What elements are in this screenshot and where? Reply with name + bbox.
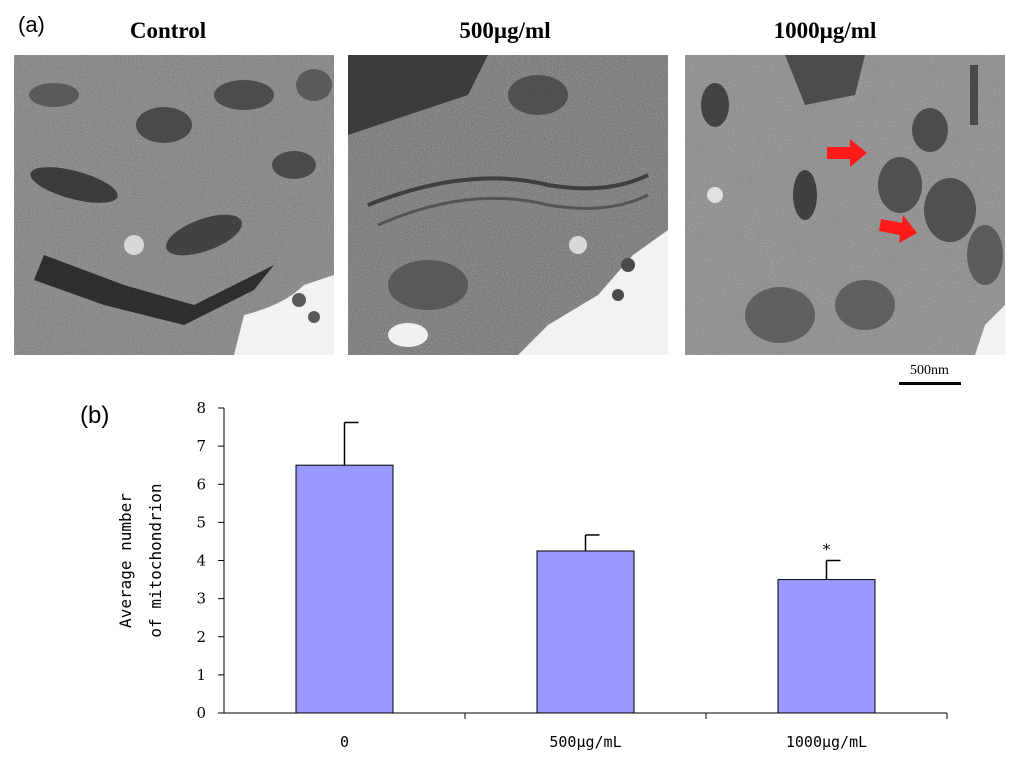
y-tick-label: 6 [196,475,206,493]
y-tick-label: 3 [196,590,206,608]
y-axis-title: Average number of mitochondrion [116,483,165,637]
image-title-500: 500µg/ml [459,18,551,43]
image-title-1000: 1000µg/ml [773,18,877,43]
arrow-icon-upper [827,139,867,167]
x-tick-label-2: 1000μg/mL [786,733,867,751]
scale-bar-label: 500nm [910,363,949,378]
y-tick-label: 1 [196,666,206,684]
arrow-icon-lower [879,215,917,243]
bar-chart: Average number of mitochondrion 0 1 2 3 4 5 6 7 8… [116,399,948,751]
chart-labels: 0 1 2 3 4 5 6 7 8 0 500μg/mL * 1000μg/mL [196,399,867,751]
x-tick-label-1: 500μg/mL [549,733,621,751]
significance-marker: * [823,541,831,559]
em-image-500 [348,55,668,355]
bar-1 [536,550,635,714]
y-tick-label: 0 [196,704,206,722]
em-image-control [14,55,334,355]
bar-0 [295,464,394,714]
panel-a-label: (a) [18,12,45,37]
panel-b-label: (b) [80,402,110,429]
x-tick-label-0: 0 [340,733,349,751]
y-tick-label: 7 [196,437,206,455]
y-axis-title-line-0: Average number [116,493,135,628]
y-axis-title-line-1: of mitochondrion [146,483,165,637]
y-tick-label: 5 [196,513,206,531]
y-tick-label: 4 [196,552,206,570]
y-tick-label: 2 [196,628,206,646]
y-tick-label: 8 [196,399,206,417]
bar-2 [777,579,876,714]
image-title-control: Control [129,18,207,43]
chart-bars [295,421,876,714]
scale-bar [899,382,961,385]
em-image-1000 [685,55,1005,355]
